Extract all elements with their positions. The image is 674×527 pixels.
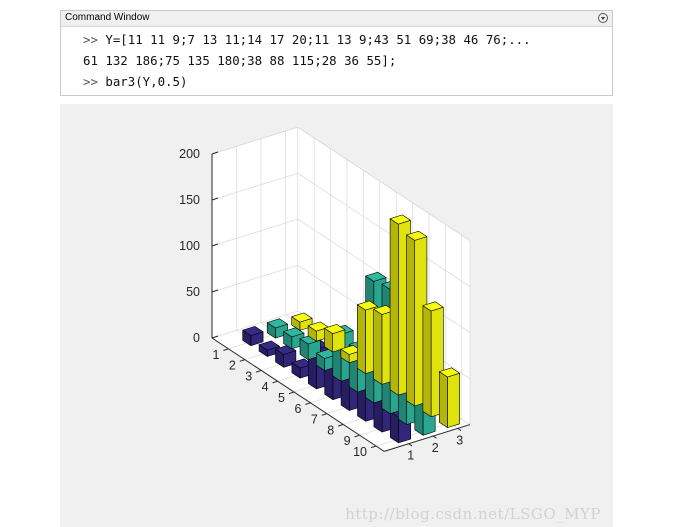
gridline-z bbox=[211, 172, 298, 201]
bar-face-left bbox=[406, 234, 416, 407]
command-window-body[interactable]: >> Y=[11 11 9;7 13 11;14 17 20;11 13 9;4… bbox=[61, 27, 612, 95]
bar-face-left bbox=[422, 305, 432, 418]
bar-face-top bbox=[324, 324, 346, 334]
command-window-title: Command Window bbox=[65, 12, 150, 23]
col-axis-line bbox=[384, 424, 471, 452]
row-tick-mark bbox=[305, 402, 311, 405]
bar-face-top bbox=[365, 271, 387, 282]
bar-face-left bbox=[373, 308, 383, 385]
bar-face-left bbox=[389, 218, 399, 396]
bar-1-1 bbox=[242, 326, 264, 346]
row-tick-label: 7 bbox=[311, 413, 318, 427]
command-line: 61 132 186;75 135 180;38 88 115;28 36 55… bbox=[83, 53, 396, 69]
command-prompt: >> bbox=[83, 32, 98, 47]
bar-face-top bbox=[438, 367, 461, 378]
col-tick-label: 1 bbox=[407, 449, 414, 463]
gridline-z bbox=[211, 310, 298, 339]
bar-face-top bbox=[406, 230, 428, 241]
row-tick-label: 8 bbox=[327, 423, 334, 437]
row-tick-mark bbox=[256, 369, 262, 373]
row-tick-mark bbox=[354, 434, 360, 438]
bar-10-3 bbox=[438, 367, 461, 428]
col-tick-mark bbox=[432, 435, 437, 439]
gridline-z bbox=[211, 264, 298, 293]
bar-face-top bbox=[422, 301, 444, 312]
col-tick-mark bbox=[457, 427, 462, 432]
bar-face-left bbox=[356, 304, 366, 374]
z-tick-label: 200 bbox=[179, 147, 200, 161]
command-text: bar3(Y,0.5) bbox=[97, 74, 188, 89]
bar-3-3 bbox=[324, 324, 346, 353]
z-tick-mark bbox=[211, 289, 219, 293]
command-line: >> Y=[11 11 9;7 13 11;14 17 20;11 13 9;4… bbox=[83, 32, 531, 48]
bar-face-top bbox=[258, 340, 280, 351]
row-tick-mark bbox=[288, 391, 295, 395]
bar-face-top bbox=[242, 326, 264, 336]
axis-lines bbox=[211, 151, 471, 452]
bar-face-top bbox=[356, 300, 379, 311]
gridline-z bbox=[297, 172, 471, 287]
row-tick-label: 9 bbox=[344, 434, 351, 448]
row-axis-line bbox=[211, 337, 385, 452]
z-tick-label: 150 bbox=[179, 193, 200, 207]
z-tick-mark bbox=[211, 197, 219, 201]
watermark: http://blog.csdn.net/LSGO_MYP bbox=[345, 505, 601, 523]
row-tick-label: 2 bbox=[229, 359, 236, 373]
bars bbox=[242, 214, 461, 444]
wall-edge bbox=[211, 126, 298, 155]
command-window: Command Window >> Y=[11 11 9;7 13 11;14 … bbox=[60, 10, 613, 96]
chevron-down-icon[interactable] bbox=[598, 13, 608, 23]
figure-window[interactable]: 0 50 100 150 200 1 2 3 4 5 6 7 8 9 10 1 2 3 http://blog.c… bbox=[60, 104, 613, 527]
z-tick-label: 100 bbox=[179, 239, 200, 253]
bar-face-left bbox=[438, 371, 448, 428]
row-tick-mark bbox=[272, 380, 278, 384]
row-tick-mark bbox=[321, 413, 327, 416]
z-tick-mark bbox=[211, 151, 219, 155]
command-prompt: >> bbox=[83, 74, 98, 89]
bar-face-front bbox=[447, 372, 461, 428]
command-text: 61 132 186;75 135 180;38 88 115;28 36 55… bbox=[83, 53, 397, 68]
command-window-titlebar: Command Window bbox=[61, 11, 612, 27]
row-tick-mark bbox=[370, 445, 377, 449]
row-tick-mark bbox=[338, 423, 344, 427]
row-tick-mark bbox=[223, 348, 229, 351]
command-text: Y=[11 11 9;7 13 11;14 17 20;11 13 9;43 5… bbox=[97, 32, 531, 47]
z-tick-mark bbox=[211, 243, 219, 247]
bar-1-3 bbox=[291, 312, 313, 331]
z-tick-label: 0 bbox=[193, 331, 200, 345]
command-line: >> bar3(Y,0.5) bbox=[83, 74, 187, 90]
z-tick-label: 50 bbox=[186, 285, 200, 299]
row-tick-mark bbox=[239, 359, 245, 362]
row-tick-label: 10 bbox=[353, 445, 367, 459]
row-tick-label: 4 bbox=[262, 380, 269, 394]
col-tick-label: 3 bbox=[456, 433, 463, 447]
z-tick-mark bbox=[211, 335, 219, 339]
col-tick-label: 2 bbox=[432, 441, 439, 455]
row-tick-label: 1 bbox=[212, 348, 219, 362]
row-tick-label: 6 bbox=[294, 402, 301, 416]
bar-face-top bbox=[266, 318, 288, 329]
row-tick-label: 3 bbox=[245, 369, 252, 383]
bar-face-top bbox=[291, 312, 313, 323]
col-tick-mark bbox=[408, 443, 413, 447]
bar-face-top bbox=[389, 214, 411, 225]
gridline-z bbox=[211, 218, 298, 247]
row-tick-label: 5 bbox=[278, 391, 285, 405]
wall-edge bbox=[297, 126, 471, 241]
